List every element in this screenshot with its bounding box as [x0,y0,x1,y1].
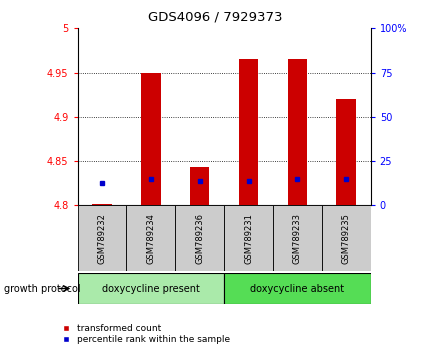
FancyBboxPatch shape [126,205,175,271]
FancyBboxPatch shape [224,205,272,271]
Text: GSM789235: GSM789235 [341,213,350,263]
Legend: transformed count, percentile rank within the sample: transformed count, percentile rank withi… [60,322,231,346]
FancyBboxPatch shape [77,273,224,304]
FancyBboxPatch shape [321,205,370,271]
FancyBboxPatch shape [175,205,224,271]
Text: GSM789233: GSM789233 [292,212,301,264]
Text: GSM789236: GSM789236 [195,212,204,264]
Bar [287,59,307,205]
Bar [190,167,209,205]
Bar [141,73,160,205]
Bar [238,59,258,205]
Text: growth protocol: growth protocol [4,284,81,293]
FancyBboxPatch shape [224,273,370,304]
Bar [92,204,111,205]
Text: GSM789232: GSM789232 [97,213,106,263]
Text: doxycycline present: doxycycline present [101,284,200,293]
FancyBboxPatch shape [272,205,321,271]
FancyBboxPatch shape [77,205,126,271]
Text: GSM789231: GSM789231 [243,213,252,263]
Text: GDS4096 / 7929373: GDS4096 / 7929373 [148,11,282,24]
Text: doxycycline absent: doxycycline absent [250,284,344,293]
Text: GSM789234: GSM789234 [146,213,155,263]
Bar [336,99,355,205]
